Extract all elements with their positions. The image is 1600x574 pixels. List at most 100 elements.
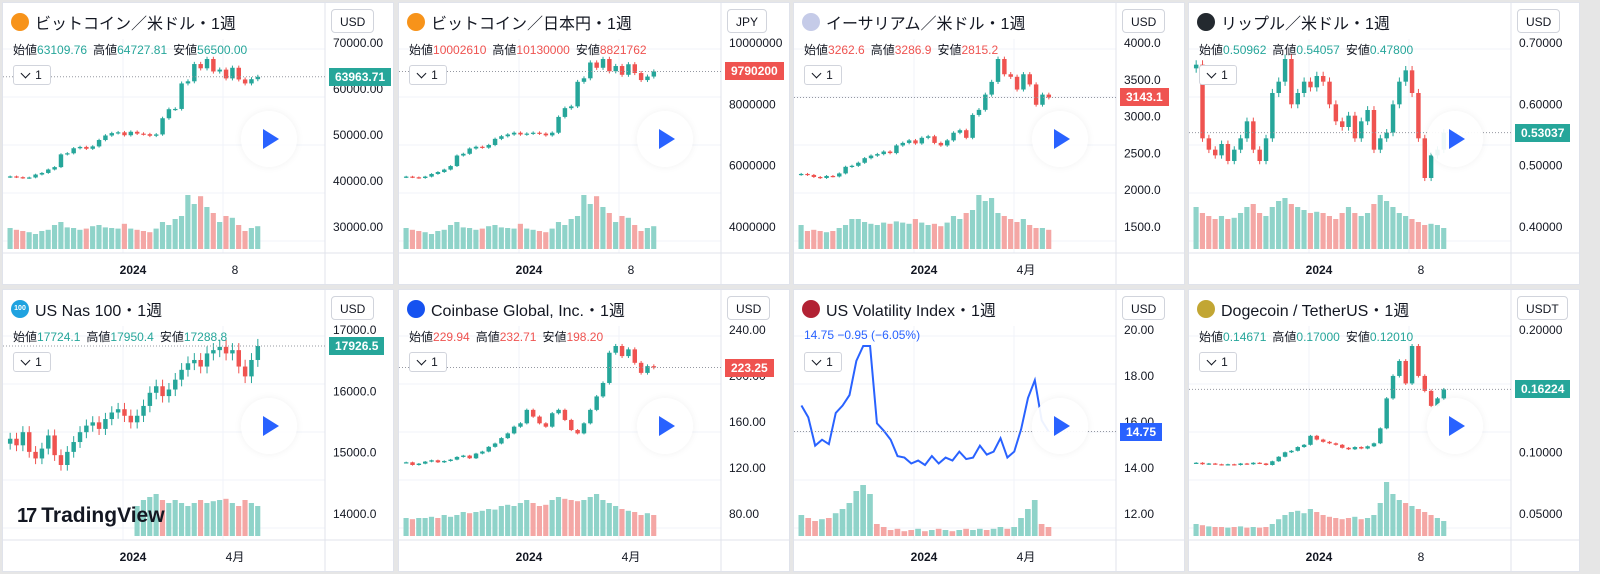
volume-bar (893, 221, 899, 249)
interval-button[interactable]: 1 (13, 65, 51, 85)
chart-panel[interactable]: 240.00200.00160.00120.0080.0020244月Coinb… (398, 289, 790, 572)
candle-body (71, 442, 76, 452)
ohlc-value: 229.94 (433, 330, 470, 344)
time-axis-label: 4月 (1017, 263, 1036, 277)
interval-button[interactable]: 1 (804, 65, 842, 85)
chart-panel[interactable]: 17000.0 16000.0 15000.0 14000.0 2024 4月 100 US … (2, 289, 394, 572)
chart-canvas[interactable]: 0.70000 0.60000 0.50000 0.40000 2024 8 (1189, 3, 1580, 285)
candle-body (1238, 463, 1243, 465)
currency-selector[interactable]: USD (1122, 296, 1166, 320)
currency-selector[interactable]: USD (331, 296, 375, 320)
play-button[interactable] (1032, 111, 1088, 167)
play-button[interactable] (1427, 398, 1483, 454)
play-button[interactable] (637, 111, 693, 167)
play-button[interactable] (241, 111, 297, 167)
symbol-title[interactable]: ビットコイン／米ドル・1週 (11, 11, 236, 33)
symbol-title[interactable]: Coinbase Global, Inc.・1週 (407, 298, 625, 320)
chart-canvas[interactable]: 70000.0060000.0050000.0040000.0030000.00… (3, 3, 394, 285)
ohlc-values: 始値229.94 高値232.71 安値198.20 (409, 328, 609, 345)
candle-body (1409, 346, 1415, 384)
volume-bar (1257, 213, 1263, 249)
volume-bar (467, 513, 473, 536)
candle-body (1206, 138, 1212, 150)
interval-button[interactable]: 1 (804, 352, 842, 372)
chart-panel[interactable]: 4000.0 3500.0 3000.0 2500.0 2000.0 1500.0 2024… (793, 2, 1185, 285)
volume-bar (517, 223, 523, 249)
volume-bar (140, 231, 146, 249)
currency-selector[interactable]: JPY (727, 9, 768, 33)
interval-button[interactable]: 1 (13, 352, 51, 372)
play-button[interactable] (1427, 111, 1483, 167)
symbol-title[interactable]: Dogecoin / TetherUS・1週 (1197, 298, 1409, 320)
symbol-title[interactable]: US Volatility Index・1週 (802, 298, 996, 320)
volume-bar (543, 232, 549, 249)
ohlc-value: 232.71 (499, 330, 537, 344)
candle-body (518, 423, 523, 427)
volume-bar (976, 195, 982, 249)
candle-body (1397, 81, 1402, 105)
chart-panel[interactable]: 70000.00 60000.00 50000.00 40000.00 30000.00… (2, 2, 394, 285)
bitcoin-icon (11, 13, 29, 31)
interval-button[interactable]: 1 (1199, 65, 1237, 85)
candle-body (492, 138, 498, 146)
chart-panel[interactable]: 0.70000 0.60000 0.50000 0.40000 2024 8 リップル／米ド… (1188, 2, 1580, 285)
symbol-name: ビットコイン／日本円・1週 (431, 16, 632, 33)
volume-bar (178, 216, 185, 249)
volume-bar (568, 500, 574, 536)
symbol-title[interactable]: リップル／米ドル・1週 (1197, 11, 1390, 33)
volume-bar (447, 225, 454, 249)
candle-body (39, 172, 45, 175)
currency-selector[interactable]: USD (331, 9, 375, 33)
play-button[interactable] (241, 398, 297, 454)
volume-bar (236, 225, 242, 249)
candle-body (1314, 76, 1320, 88)
tradingview-logo[interactable]: 17 TradingView (17, 504, 165, 528)
interval-button[interactable]: 1 (1199, 352, 1237, 372)
volume-bar (128, 228, 134, 249)
chart-canvas[interactable]: 4000.0 3500.0 3000.0 2500.0 2000.0 1500.0 2024… (794, 3, 1185, 285)
candle-body (77, 146, 83, 149)
candle-body (1257, 462, 1262, 464)
currency-selector[interactable]: USD (1122, 9, 1166, 33)
ohlc-label: 高値 (1272, 43, 1297, 57)
price-axis-label: 0.70000 (1519, 36, 1563, 50)
coinbase-icon (407, 300, 425, 318)
volume-bar (486, 226, 492, 249)
chart-panel[interactable]: 10000000 8000000 6000000 4000000 2024 8 ビットコイン… (398, 2, 790, 285)
chart-canvas[interactable]: 17000.0 16000.0 15000.0 14000.0 2024 4月 (3, 290, 394, 572)
play-button[interactable] (1032, 398, 1088, 454)
chart-panel[interactable]: 0.200000.150000.100000.0500020248Dogecoi… (1188, 289, 1580, 572)
currency-selector[interactable]: USDT (1517, 296, 1568, 320)
volume-bar (530, 503, 536, 536)
volume-bar (1301, 210, 1307, 249)
volume-bar (1403, 216, 1409, 249)
volume-bar (925, 225, 931, 249)
symbol-title[interactable]: ビットコイン／日本円・1週 (407, 11, 632, 33)
interval-button[interactable]: 1 (409, 65, 447, 85)
chart-canvas[interactable]: 10000000 8000000 6000000 4000000 2024 8 (399, 3, 790, 285)
volume-bar (166, 225, 172, 249)
volume-bar (881, 222, 887, 249)
symbol-title[interactable]: 100 US Nas 100・1週 (11, 298, 162, 320)
volume-bar (613, 506, 619, 536)
currency-selector[interactable]: USD (727, 296, 771, 320)
symbol-title[interactable]: イーサリアム／米ドル・1週 (802, 11, 1025, 33)
candle-body (1251, 121, 1256, 150)
candle-body (499, 136, 504, 139)
ohlc-label: 高値 (93, 43, 118, 57)
time-axis-label: 8 (628, 263, 635, 277)
volume-bar (1428, 515, 1434, 536)
currency-selector[interactable]: USD (1517, 9, 1561, 33)
interval-button[interactable]: 1 (409, 352, 447, 372)
candle-body (77, 432, 83, 443)
candle-body (562, 108, 568, 117)
time-axis-label: 2024 (911, 550, 938, 564)
play-button[interactable] (637, 398, 693, 454)
candle-body (84, 425, 89, 433)
ohlc-label: 安値 (542, 330, 567, 344)
candle-body (448, 166, 453, 170)
